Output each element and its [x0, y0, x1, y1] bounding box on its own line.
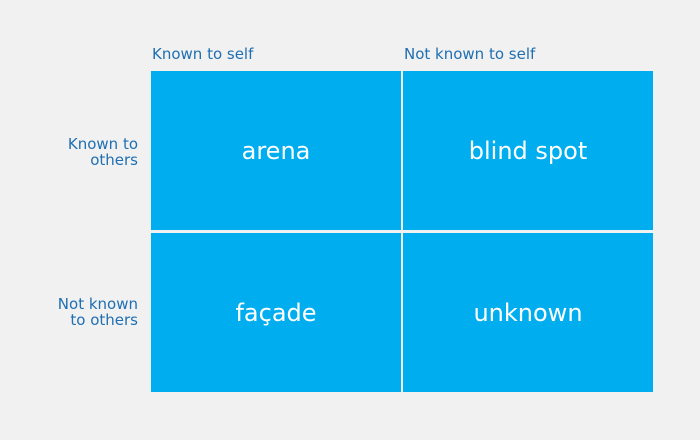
row-header-line: Known to — [67, 135, 138, 153]
row-header-line: Not known — [57, 295, 138, 313]
column-header: Known to self — [152, 45, 254, 63]
row-header: Known to others — [8, 136, 138, 168]
quadrant: unknown — [403, 233, 653, 392]
quadrant: arena — [151, 71, 401, 230]
row-header-line: others — [90, 151, 138, 169]
column-header: Not known to self — [404, 45, 536, 63]
row-header: Not known to others — [8, 296, 138, 328]
row-header-line: to others — [70, 311, 138, 329]
quadrant: blind spot — [403, 71, 653, 230]
quadrant: façade — [151, 233, 401, 392]
